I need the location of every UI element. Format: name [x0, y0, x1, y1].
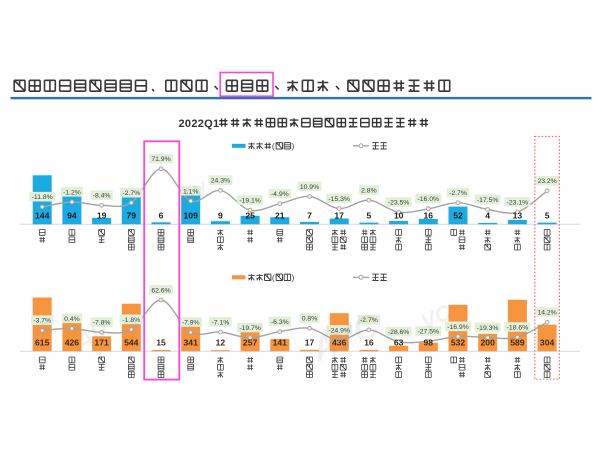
svg-text:-15.3%: -15.3%	[328, 196, 350, 203]
svg-text:63: 63	[394, 337, 404, 347]
svg-text:-16.0%: -16.0%	[418, 196, 440, 203]
svg-text:-1.2%: -1.2%	[63, 189, 81, 196]
svg-text:19: 19	[97, 210, 107, 220]
svg-text:109: 109	[184, 210, 199, 220]
svg-text:589: 589	[510, 337, 525, 347]
svg-text:14.2%: 14.2%	[537, 310, 556, 317]
svg-text:-11.8%: -11.8%	[32, 194, 53, 201]
svg-text:): )	[292, 272, 295, 282]
svg-text:304: 304	[540, 337, 555, 347]
svg-text:426: 426	[65, 337, 80, 347]
svg-text:): )	[292, 141, 295, 151]
svg-text:-2.7%: -2.7%	[449, 190, 467, 197]
svg-text:71.9%: 71.9%	[151, 156, 170, 163]
svg-text:5: 5	[367, 210, 372, 220]
svg-text:-2.7%: -2.7%	[122, 190, 140, 197]
svg-text:17: 17	[334, 210, 344, 220]
svg-text:17: 17	[305, 337, 315, 347]
svg-text:25: 25	[245, 210, 255, 220]
svg-text:-16.9%: -16.9%	[447, 324, 469, 331]
svg-text:10: 10	[394, 210, 404, 220]
svg-text:-27.5%: -27.5%	[418, 329, 440, 336]
svg-text:16: 16	[424, 210, 434, 220]
svg-text:1.1%: 1.1%	[183, 188, 199, 195]
svg-text:-2.7%: -2.7%	[360, 317, 378, 324]
svg-text:24.3%: 24.3%	[211, 178, 230, 185]
svg-text:-19.1%: -19.1%	[239, 198, 261, 205]
svg-text:13: 13	[513, 210, 523, 220]
svg-text:52: 52	[453, 210, 463, 220]
svg-text:0.4%: 0.4%	[64, 316, 80, 323]
svg-text:200: 200	[481, 337, 496, 347]
svg-text:-3.7%: -3.7%	[33, 318, 51, 325]
svg-text:2022Q1: 2022Q1	[179, 118, 220, 130]
svg-text:-18.6%: -18.6%	[507, 325, 529, 332]
svg-text:12: 12	[216, 337, 226, 347]
svg-text:171: 171	[94, 337, 109, 347]
svg-text:141: 141	[273, 337, 288, 347]
svg-text:-7.9%: -7.9%	[182, 320, 200, 327]
svg-text:-19.7%: -19.7%	[239, 325, 261, 332]
svg-text:615: 615	[35, 337, 50, 347]
svg-text:257: 257	[243, 337, 258, 347]
svg-text:21: 21	[275, 210, 285, 220]
svg-text:4: 4	[485, 210, 490, 220]
svg-text:94: 94	[67, 210, 77, 220]
svg-text:23.2%: 23.2%	[537, 178, 556, 185]
svg-text:62.6%: 62.6%	[151, 287, 170, 294]
svg-text:-24.9%: -24.9%	[328, 327, 350, 334]
svg-text:-23.1%: -23.1%	[507, 199, 529, 206]
svg-text:9: 9	[218, 210, 223, 220]
svg-text:-6.3%: -6.3%	[271, 319, 289, 326]
svg-text:-17.5%: -17.5%	[477, 197, 499, 204]
svg-text:341: 341	[184, 337, 199, 347]
svg-text:0.8%: 0.8%	[302, 316, 318, 323]
svg-text:144: 144	[35, 210, 50, 220]
svg-text:79: 79	[127, 210, 137, 220]
svg-text:7: 7	[307, 210, 312, 220]
svg-text:98: 98	[424, 337, 434, 347]
svg-text:-4.9%: -4.9%	[271, 191, 289, 198]
svg-text:(: (	[272, 272, 275, 282]
svg-text:436: 436	[332, 337, 347, 347]
svg-text:-19.3%: -19.3%	[477, 325, 499, 332]
svg-text:15: 15	[156, 337, 166, 347]
svg-text:-28.6%: -28.6%	[388, 329, 410, 336]
svg-text:2.8%: 2.8%	[361, 188, 377, 195]
svg-text:-7.1%: -7.1%	[212, 319, 230, 326]
svg-text:16: 16	[364, 337, 374, 347]
svg-text:6: 6	[159, 210, 164, 220]
svg-text:-1.8%: -1.8%	[122, 317, 140, 324]
svg-text:-7.8%: -7.8%	[93, 320, 111, 327]
svg-text:(: (	[272, 141, 275, 151]
svg-text:-23.5%: -23.5%	[388, 200, 410, 207]
svg-text:-8.4%: -8.4%	[93, 193, 111, 200]
svg-text:544: 544	[124, 337, 139, 347]
svg-text:5: 5	[545, 210, 550, 220]
svg-text:10.9%: 10.9%	[300, 184, 319, 191]
svg-text:532: 532	[451, 337, 466, 347]
